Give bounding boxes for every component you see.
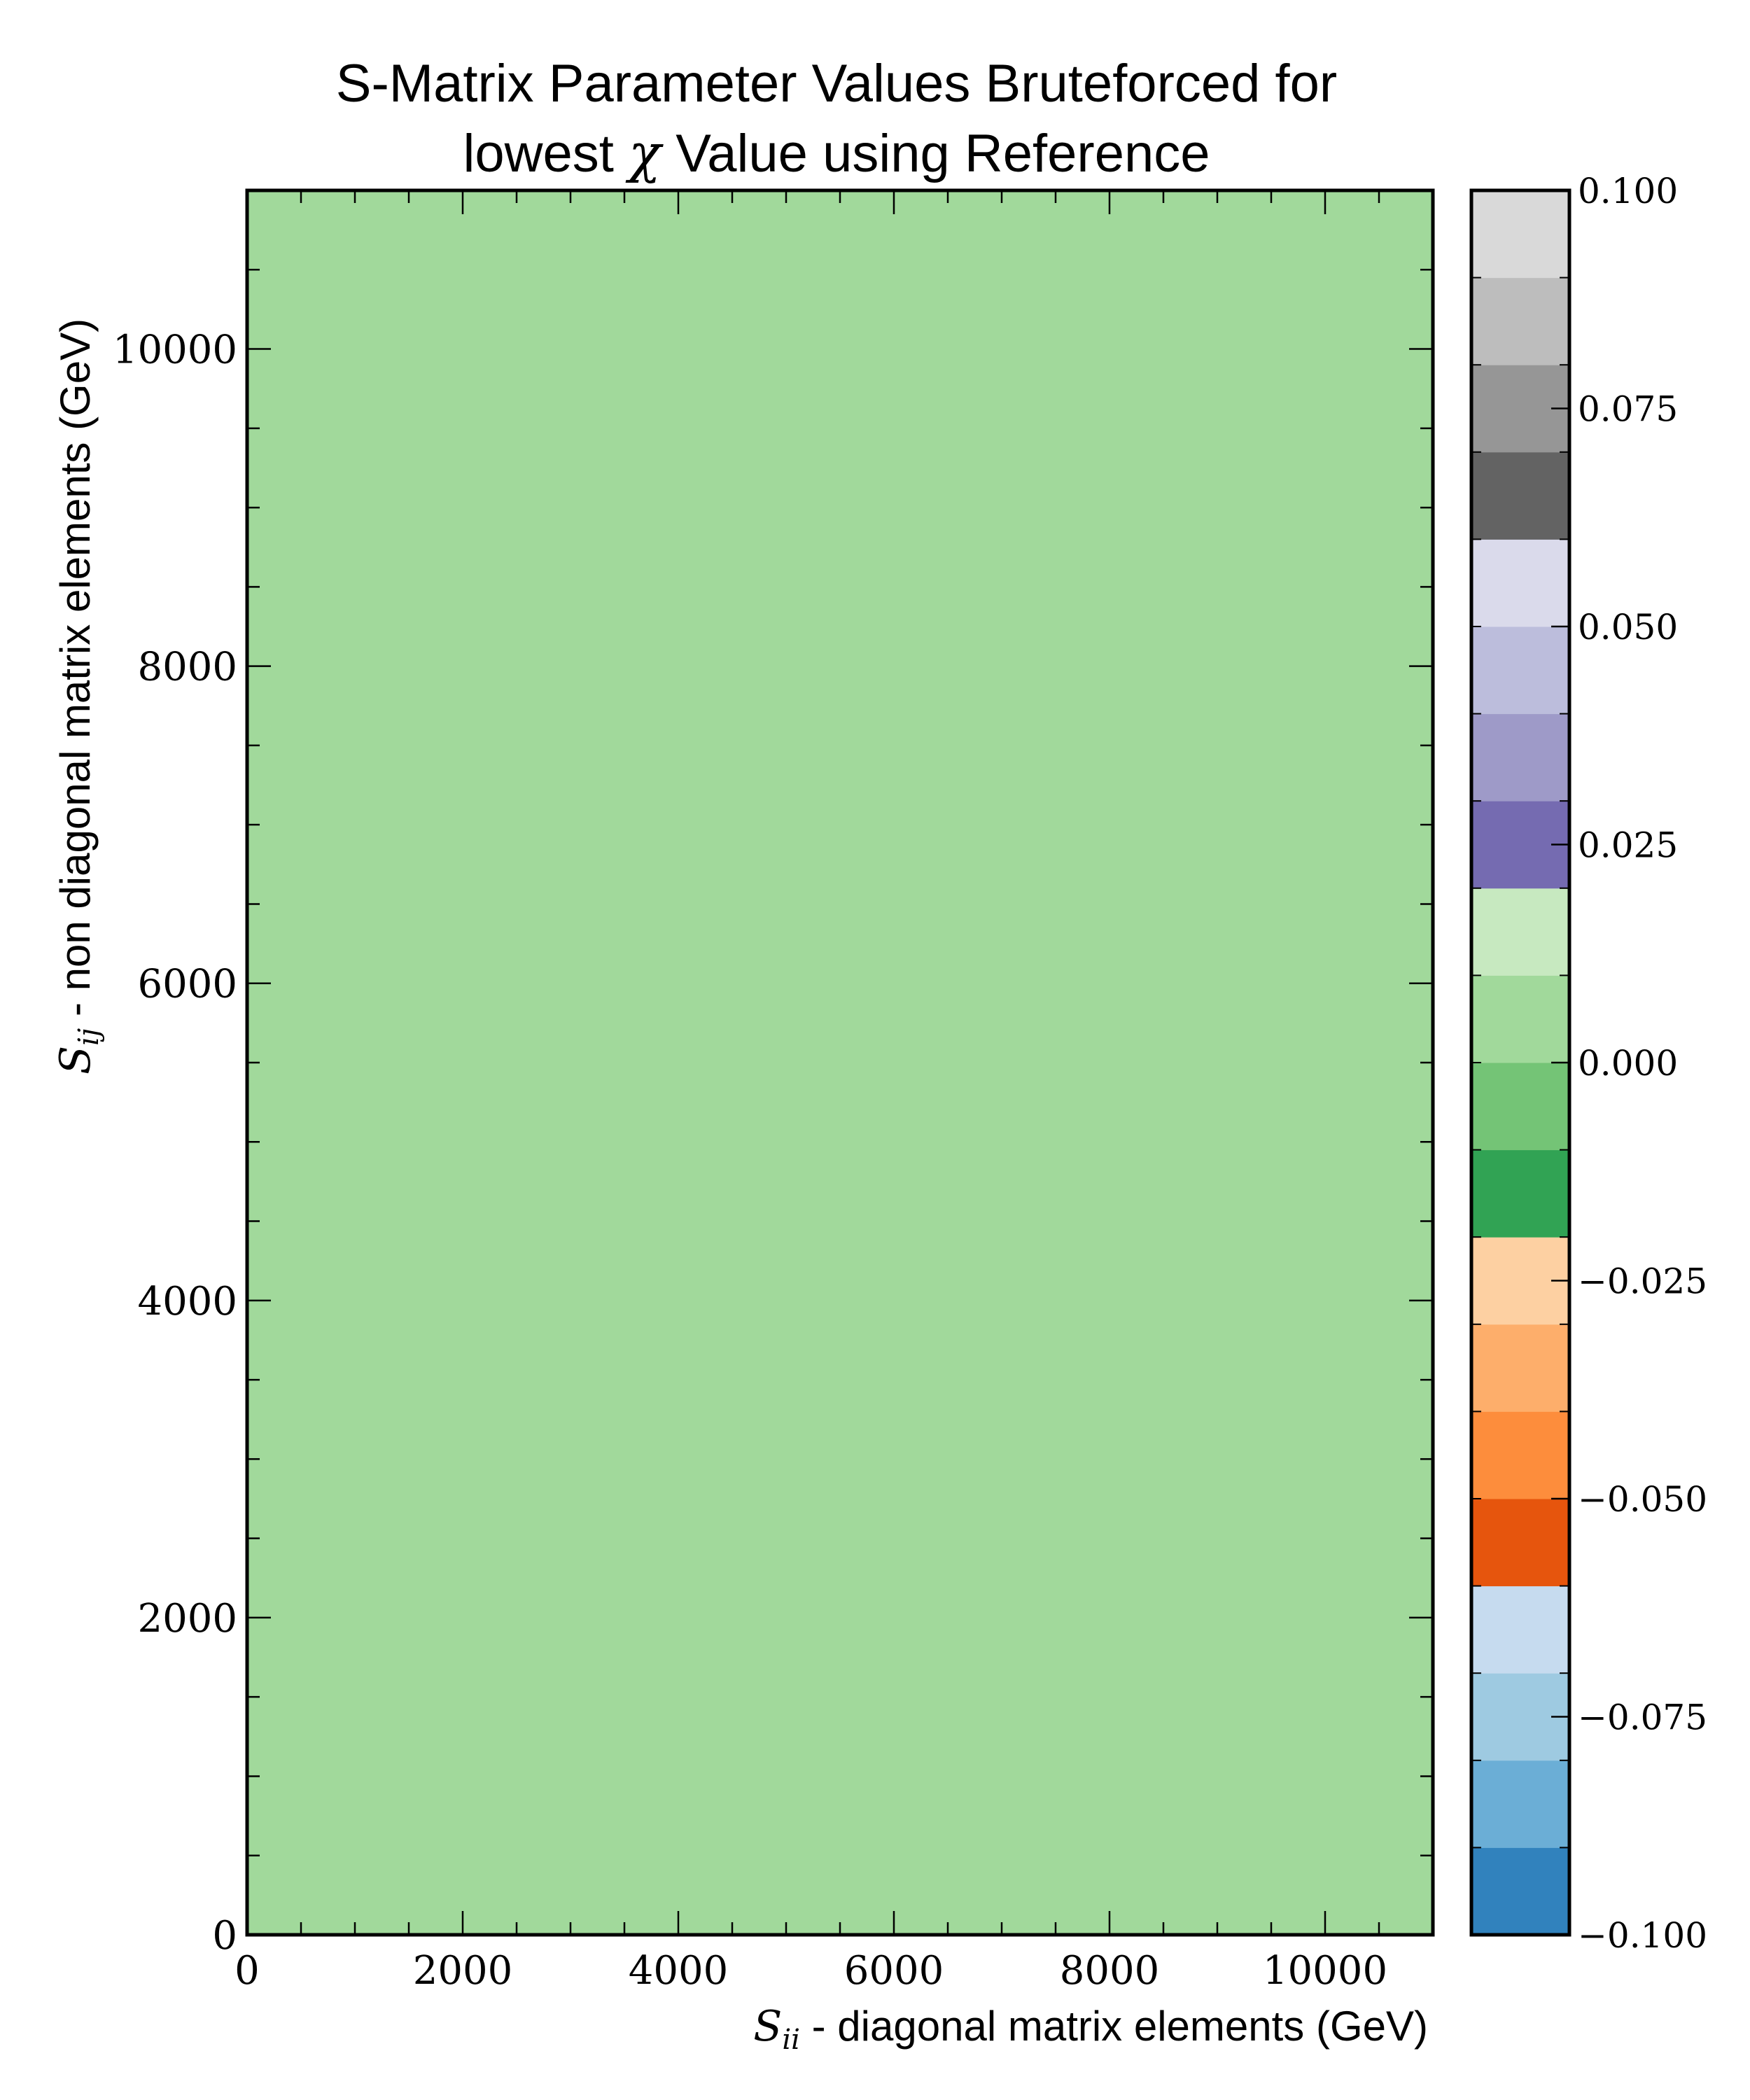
x-tick-label: 0 [234,1948,260,1994]
chart-title-line1: S-Matrix Parameter Values Bruteforced fo… [336,54,1337,113]
heatmap-field [247,190,1433,1935]
colorbar-tick-label: −0.075 [1578,1698,1707,1738]
colorbar: −0.100 −0.075 −0.050 −0.025 0.000 0.025 0.050 0… [1469,171,1707,1956]
colorbar-segment [1471,626,1569,715]
colorbar-tick-label: 0.025 [1578,825,1678,866]
y-tick-label: 10000 [113,328,237,373]
colorbar-segment [1471,277,1569,365]
colorbar-segment [1471,190,1569,279]
colorbar-segment [1471,1324,1569,1412]
colorbar-segment [1471,1411,1569,1499]
y-axis-label: Sij - non diagonal matrix elements (GeV) [51,318,105,1074]
colorbar-segment [1471,451,1569,540]
y-tick-label: 2000 [137,1596,237,1642]
x-tick-label: 10000 [1263,1948,1387,1994]
colorbar-tick-label: −0.025 [1578,1261,1707,1302]
x-tick-label: 8000 [1060,1948,1160,1994]
y-tick-label: 8000 [137,645,237,690]
colorbar-tick-label: 0.100 [1578,171,1678,211]
colorbar-segment [1471,539,1569,627]
colorbar-segment [1471,1149,1569,1238]
colorbar-tick-label: 0.000 [1578,1043,1678,1084]
x-tick-label: 2000 [413,1948,513,1994]
colorbar-segment [1471,1063,1569,1151]
colorbar-segment [1471,1499,1569,1587]
y-tick-label: 6000 [137,962,237,1007]
colorbar-segment [1471,975,1569,1063]
colorbar-segment [1471,1847,1569,1935]
colorbar-tick-label: −0.100 [1578,1915,1707,1956]
x-axis-label: Sii - diagonal matrix elements (GeV) [753,2002,1428,2056]
colorbar-frame [1469,188,1572,1937]
colorbar-segment [1471,888,1569,976]
y-tick-label: 0 [212,1913,237,1959]
chart-title-line2: lowest χ Value using Reference [463,122,1210,184]
colorbar-tick-label: 0.075 [1578,389,1678,430]
plot-frame [245,188,1435,1937]
colorbar-tick-label: −0.050 [1578,1479,1707,1520]
colorbar-segment [1471,1586,1569,1674]
colorbar-segment [1471,713,1569,802]
colorbar-tick-label: 0.050 [1578,607,1678,648]
colorbar-segment [1471,1760,1569,1848]
plot-area: 0 2000 4000 6000 8000 10000 0 2000 4000 6000 8000 1… [113,188,1435,1994]
x-tick-label: 6000 [844,1948,944,1994]
x-tick-label: 4000 [629,1948,729,1994]
y-tick-label: 4000 [137,1279,237,1324]
